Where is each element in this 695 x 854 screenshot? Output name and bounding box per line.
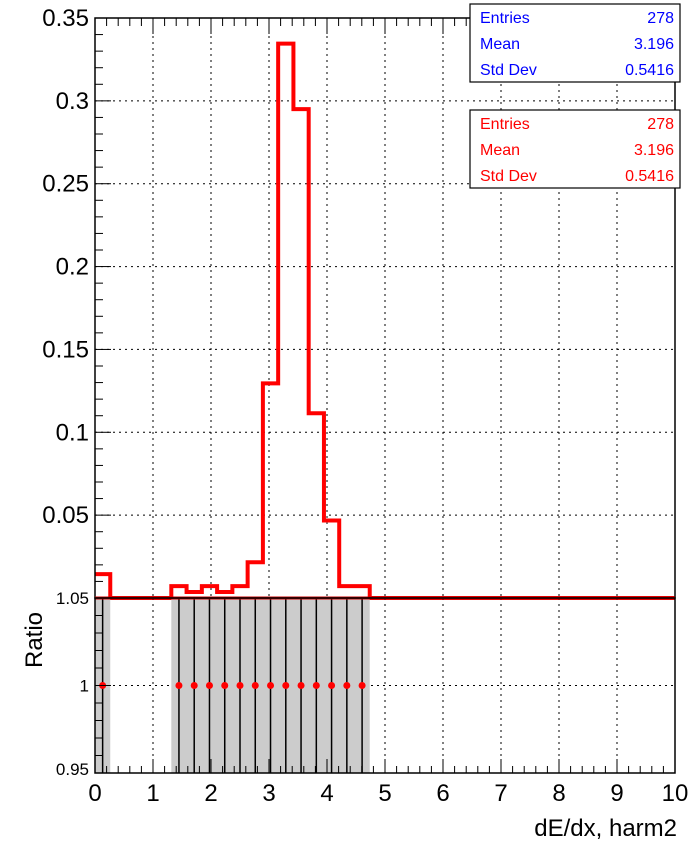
y-tick-label: 0.3 [56, 88, 89, 115]
stats-boxes: Entries 278 Mean 3.196 Std Dev 0.5416 Entries 2… [469, 3, 681, 189]
x-axis-title: dE/dx, harm2 [534, 815, 677, 842]
y-axis-title: Ratio [21, 612, 48, 668]
x-tick-label: 1 [146, 780, 159, 807]
top-y-ticks: 0.05 0.1 0.15 0.2 0.25 0.3 0.35 [42, 5, 111, 599]
y-tick-label: 0.15 [42, 336, 89, 363]
stats-box-frame [469, 3, 681, 83]
ratio-point [312, 682, 320, 689]
stat-value: 0.5416 [625, 168, 674, 185]
ratio-point [358, 682, 366, 689]
ratio-point [267, 682, 275, 689]
y-tick-label: 0.2 [56, 254, 89, 281]
x-tick-label: 5 [378, 780, 391, 807]
stat-label: Std Dev [480, 62, 537, 79]
stat-label: Mean [480, 142, 520, 159]
ratio-point [282, 682, 290, 689]
ratio-point [205, 682, 213, 689]
x-tick-label: 0 [88, 780, 101, 807]
y-tick-label: 1 [80, 677, 89, 696]
y-tick-label: 0.95 [56, 760, 89, 779]
ratio-point [190, 682, 198, 689]
stat-label: Std Dev [480, 168, 537, 185]
stat-label: Mean [480, 36, 520, 53]
x-tick-label: 8 [552, 780, 565, 807]
stat-value: 3.196 [634, 36, 674, 53]
stat-value: 278 [647, 116, 674, 133]
stats-box: Entries 278 Mean 3.196 Std Dev 0.5416 [469, 3, 681, 83]
bottom-panel: 0.95 1 1.05 0 1 2 3 4 5 6 7 8 9 10 Ratio dE/dx, harm… [21, 589, 688, 842]
stat-label: Entries [480, 10, 530, 27]
ratio-point [175, 682, 183, 689]
x-tick-label: 10 [662, 780, 689, 807]
ratio-point [297, 682, 305, 689]
y-tick-label: 0.05 [42, 502, 89, 529]
top-grid [95, 17, 675, 598]
stat-value: 278 [647, 10, 674, 27]
y-tick-label: 1.05 [56, 589, 89, 608]
x-tick-label: 3 [262, 780, 275, 807]
ratio-point [221, 682, 229, 689]
ratio-points [99, 682, 366, 689]
top-panel: 0.05 0.1 0.15 0.2 0.25 0.3 0.35 Entries 278 Mean… [42, 3, 681, 600]
bottom-x-ticks: 0 1 2 3 4 5 6 7 8 9 10 [88, 759, 688, 807]
ratio-point [328, 682, 336, 689]
x-tick-label: 2 [204, 780, 217, 807]
y-tick-label: 0.25 [42, 171, 89, 198]
stats-box-frame [469, 109, 681, 189]
stat-value: 3.196 [634, 142, 674, 159]
stat-value: 0.5416 [625, 62, 674, 79]
ratio-point [236, 682, 244, 689]
x-tick-label: 9 [610, 780, 623, 807]
stat-label: Entries [480, 116, 530, 133]
stats-box: Entries 278 Mean 3.196 Std Dev 0.5416 [469, 109, 681, 189]
x-tick-label: 6 [436, 780, 449, 807]
y-tick-label: 0.1 [56, 419, 89, 446]
x-tick-label: 7 [494, 780, 507, 807]
ratio-point [251, 682, 259, 689]
y-tick-label: 0.35 [42, 5, 89, 32]
x-tick-label: 4 [320, 780, 333, 807]
bottom-y-ticks: 0.95 1 1.05 [56, 589, 111, 779]
ratio-point [343, 682, 351, 689]
